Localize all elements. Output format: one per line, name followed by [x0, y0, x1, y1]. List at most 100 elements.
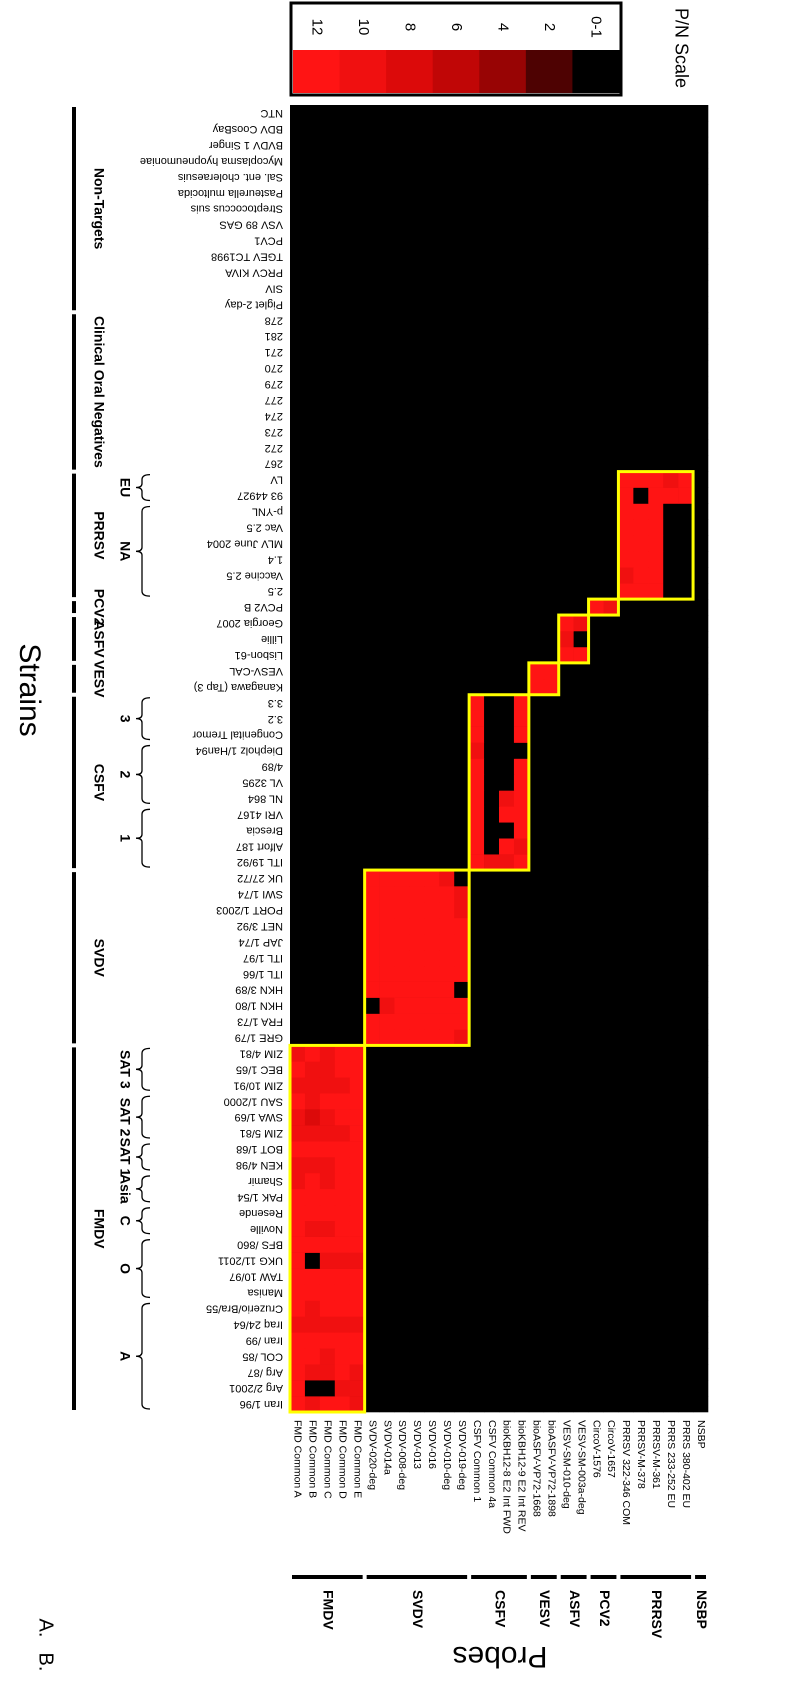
heatmap-cell — [320, 902, 335, 918]
heatmap-cell — [290, 1253, 305, 1269]
heatmap-cell — [678, 774, 693, 790]
heatmap-cell — [648, 647, 663, 663]
heatmap-cell — [484, 296, 499, 312]
heatmap-cell — [484, 806, 499, 822]
heatmap-cell — [559, 1093, 574, 1109]
heatmap-cell — [320, 280, 335, 296]
heatmap-cell — [290, 328, 305, 344]
heatmap-cell — [678, 679, 693, 695]
heatmap-cell — [439, 312, 454, 328]
heatmap-cell — [305, 774, 320, 790]
heatmap-cell — [320, 1157, 335, 1173]
heatmap-cell — [454, 424, 469, 440]
heatmap-cell — [589, 806, 604, 822]
heatmap-cell — [514, 679, 529, 695]
heatmap-cell — [544, 519, 559, 535]
heatmap-cell — [454, 456, 469, 472]
heatmap-cell — [305, 1396, 320, 1412]
heatmap-cell — [604, 950, 619, 966]
heatmap-cell — [350, 1189, 365, 1205]
heatmap-cell — [648, 679, 663, 695]
heatmap-cell — [604, 1348, 619, 1364]
heatmap-cell — [693, 774, 708, 790]
heatmap-cell — [648, 328, 663, 344]
heatmap-cell — [574, 488, 589, 504]
heatmap-cell — [589, 153, 604, 169]
heatmap-cell — [335, 328, 350, 344]
heatmap-cell — [439, 1029, 454, 1045]
heatmap-cell — [618, 1253, 633, 1269]
heatmap-cell — [678, 1237, 693, 1253]
heatmap-cell — [514, 806, 529, 822]
heatmap-cell — [320, 360, 335, 376]
heatmap-cell — [559, 599, 574, 615]
heatmap-cell — [633, 456, 648, 472]
heatmap-cell — [678, 870, 693, 886]
heatmap-cell — [454, 854, 469, 870]
heatmap-cell — [439, 1253, 454, 1269]
heatmap-cell — [424, 918, 439, 934]
heatmap-cell — [320, 886, 335, 902]
heatmap-cell — [693, 1221, 708, 1237]
heatmap-cell — [693, 647, 708, 663]
heatmap-cell — [559, 567, 574, 583]
heatmap-cell — [663, 822, 678, 838]
heatmap-cell — [544, 169, 559, 185]
heatmap-cell — [365, 551, 380, 567]
heatmap-cell — [648, 472, 663, 488]
heatmap-cell — [633, 599, 648, 615]
heatmap-cell — [559, 1205, 574, 1221]
heatmap-cell — [439, 743, 454, 759]
heatmap-cell — [469, 1077, 484, 1093]
heatmap-cell — [499, 647, 514, 663]
heatmap-cell — [618, 280, 633, 296]
heatmap-cell — [529, 663, 544, 679]
heatmap-cell — [290, 567, 305, 583]
heatmap-cell — [574, 1300, 589, 1316]
heatmap-cell — [529, 1269, 544, 1285]
heatmap-cell — [678, 1332, 693, 1348]
heatmap-cell — [529, 790, 544, 806]
heatmap-cell — [454, 1253, 469, 1269]
strain-label: p-YNL — [252, 506, 283, 518]
heatmap-cell — [574, 822, 589, 838]
heatmap-cell — [499, 296, 514, 312]
subgroup-brace — [136, 475, 150, 501]
heatmap-cell — [409, 1364, 424, 1380]
strain-label: Pasteurella multocida — [177, 187, 283, 199]
heatmap-cell — [574, 918, 589, 934]
heatmap-cell — [648, 774, 663, 790]
heatmap-cell — [365, 328, 380, 344]
heatmap-cell — [648, 615, 663, 631]
heatmap-cell — [380, 296, 395, 312]
heatmap-cell — [365, 1173, 380, 1189]
heatmap-cell — [678, 663, 693, 679]
heatmap-cell — [663, 1332, 678, 1348]
heatmap-cell — [484, 1284, 499, 1300]
heatmap-cell — [350, 982, 365, 998]
heatmap-cell — [454, 583, 469, 599]
heatmap-cell — [439, 711, 454, 727]
heatmap-cell — [589, 743, 604, 759]
heatmap-cell — [693, 727, 708, 743]
heatmap-cell — [469, 663, 484, 679]
heatmap-cell — [693, 1332, 708, 1348]
heatmap-cell — [395, 759, 410, 775]
heatmap-cell — [633, 759, 648, 775]
heatmap-cell — [663, 1364, 678, 1380]
heatmap-cell — [350, 838, 365, 854]
heatmap-cell — [678, 1316, 693, 1332]
heatmap-cell — [559, 982, 574, 998]
heatmap-cell — [514, 360, 529, 376]
heatmap-cell — [678, 312, 693, 328]
heatmap-cell — [604, 695, 619, 711]
heatmap-cell — [663, 376, 678, 392]
heatmap-cell — [648, 1014, 663, 1030]
heatmap-cell — [409, 376, 424, 392]
heatmap-cell — [618, 296, 633, 312]
heatmap-cell — [618, 217, 633, 233]
heatmap-cell — [648, 1029, 663, 1045]
heatmap-cell — [409, 456, 424, 472]
heatmap-cell — [320, 806, 335, 822]
strain-group-label: FMDV — [91, 1209, 107, 1249]
